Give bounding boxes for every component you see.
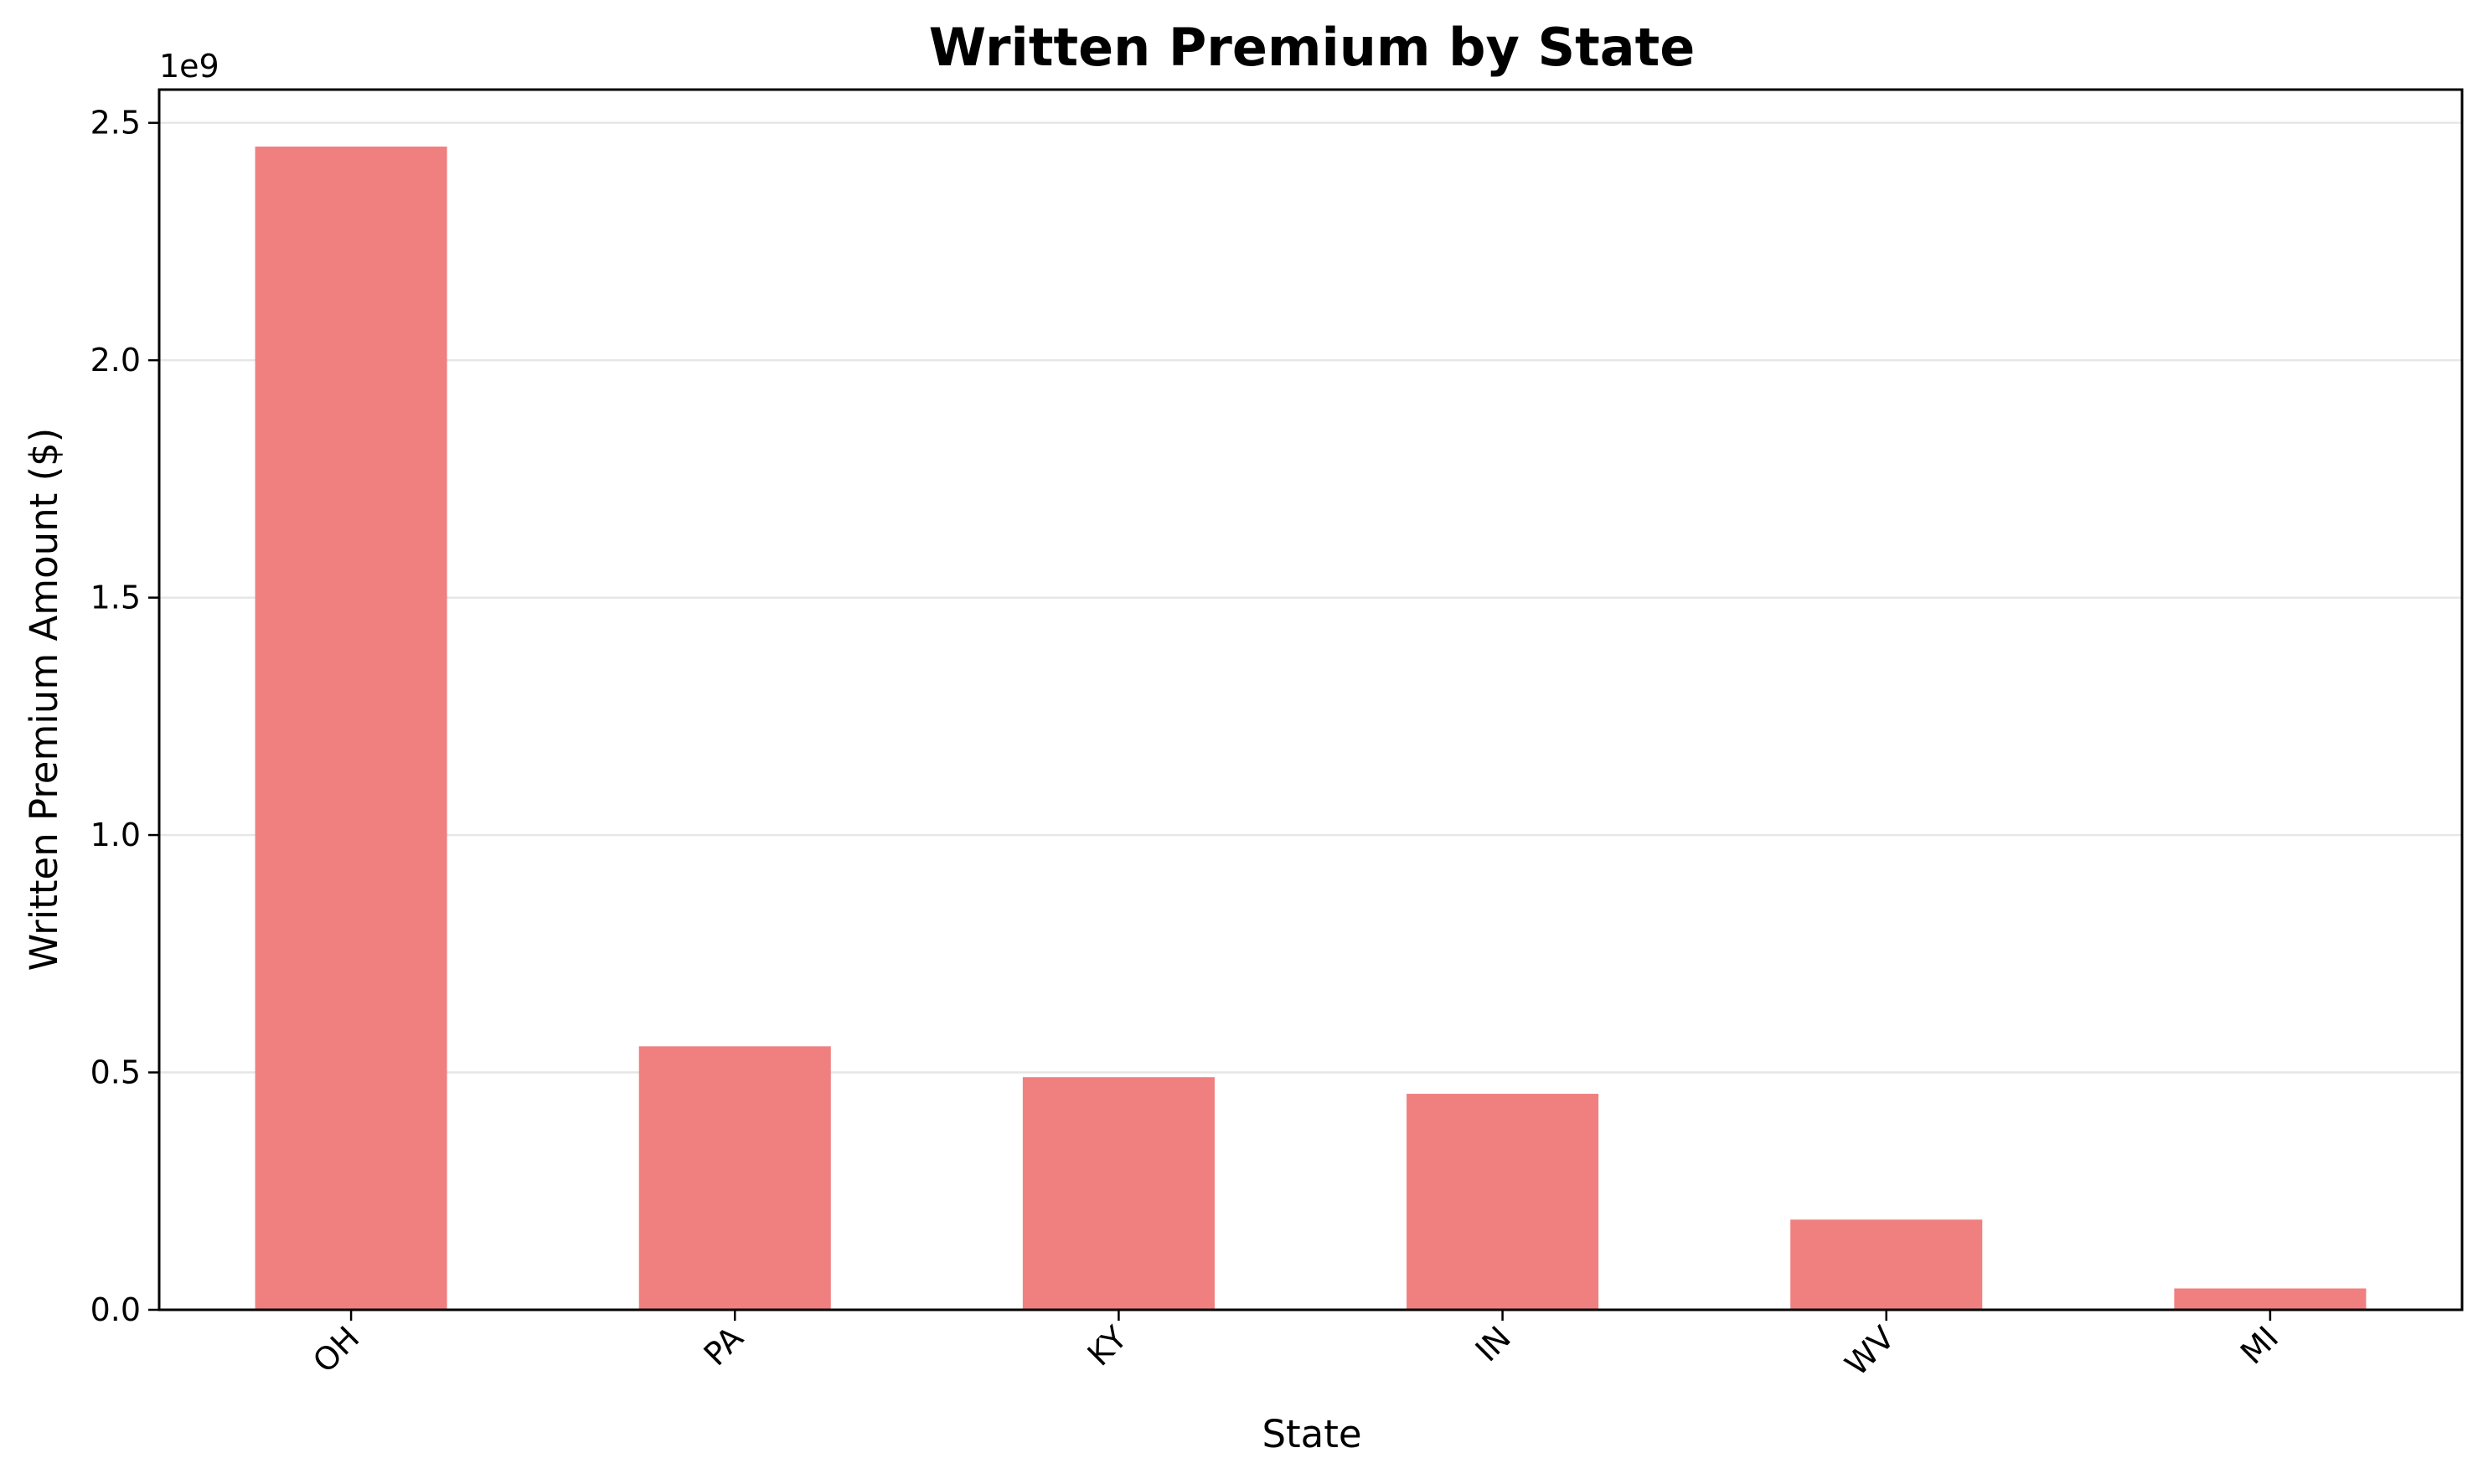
y-tick-label: 2.5 [90,105,141,142]
bar-mi [2174,1288,2367,1310]
bars [255,147,2367,1310]
y-axis-label: Written Premium Amount ($) [22,428,66,971]
bar-wv [1790,1219,1983,1310]
axes-frame [157,88,2464,1311]
x-tick-label: IN [1469,1319,1518,1368]
y-tick-label: 0.5 [90,1054,141,1091]
x-tick-label: MI [2233,1319,2285,1371]
bar-pa [638,1046,831,1310]
y-tick-label: 1.5 [90,580,141,616]
x-tick-label: OH [306,1319,366,1379]
y-tick-label: 0.0 [90,1291,141,1328]
y-tick-label: 1.0 [90,817,141,853]
x-axis-label: State [1262,1412,1361,1456]
x-tick-label: KY [1081,1319,1135,1373]
chart-title: Written Premium by State [929,17,1696,78]
x-tick-label: WV [1838,1319,1902,1383]
bar-in [1407,1094,1599,1310]
y-tick-label: 2.0 [90,342,141,379]
x-tick-label: PA [697,1319,751,1373]
y-axis-ticks: 0.0 0.5 1.0 1.5 2.0 2.5 [90,105,159,1328]
y-axis-offset-label: 1e9 [159,48,219,85]
bar-oh [255,147,447,1310]
bar-ky [1022,1077,1215,1310]
gridlines [159,121,2462,1074]
x-axis-ticks: OH PA KY IN WV MI [306,1310,2285,1383]
